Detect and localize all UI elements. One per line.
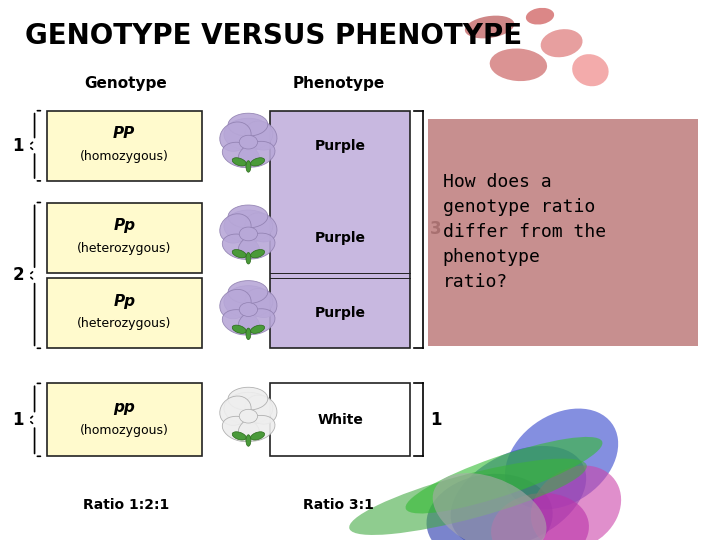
Text: 1: 1 bbox=[12, 411, 24, 429]
Circle shape bbox=[239, 227, 258, 241]
Text: 1: 1 bbox=[430, 411, 441, 429]
Text: Phenotype: Phenotype bbox=[292, 76, 384, 91]
Ellipse shape bbox=[245, 213, 277, 242]
Ellipse shape bbox=[526, 8, 554, 24]
Ellipse shape bbox=[228, 281, 268, 303]
Text: Genotype: Genotype bbox=[85, 76, 167, 91]
Ellipse shape bbox=[251, 432, 264, 440]
Ellipse shape bbox=[233, 158, 246, 166]
Ellipse shape bbox=[238, 233, 275, 259]
Text: Ratio 1:2:1: Ratio 1:2:1 bbox=[83, 498, 169, 512]
Ellipse shape bbox=[228, 205, 268, 228]
Ellipse shape bbox=[233, 325, 246, 333]
Text: White: White bbox=[318, 413, 363, 427]
Ellipse shape bbox=[246, 161, 251, 172]
Text: Purple: Purple bbox=[315, 306, 366, 320]
Ellipse shape bbox=[222, 234, 259, 259]
Ellipse shape bbox=[490, 48, 547, 82]
Ellipse shape bbox=[349, 458, 587, 535]
Text: 2: 2 bbox=[12, 266, 24, 285]
Circle shape bbox=[239, 135, 258, 149]
Ellipse shape bbox=[540, 30, 583, 57]
FancyBboxPatch shape bbox=[270, 383, 410, 456]
FancyBboxPatch shape bbox=[47, 202, 202, 273]
Text: PP: PP bbox=[113, 126, 135, 141]
Text: How does a
genotype ratio
differ from the
phenotype
ratio?: How does a genotype ratio differ from th… bbox=[443, 173, 606, 291]
Ellipse shape bbox=[224, 118, 273, 150]
FancyBboxPatch shape bbox=[270, 111, 410, 348]
Ellipse shape bbox=[464, 16, 515, 38]
FancyBboxPatch shape bbox=[47, 383, 202, 456]
Ellipse shape bbox=[228, 387, 268, 410]
FancyBboxPatch shape bbox=[47, 111, 202, 181]
Text: (heterozygous): (heterozygous) bbox=[77, 318, 171, 330]
Ellipse shape bbox=[238, 415, 275, 441]
Ellipse shape bbox=[233, 432, 246, 440]
Text: Pp: Pp bbox=[113, 294, 135, 309]
Text: Purple: Purple bbox=[315, 139, 366, 153]
Ellipse shape bbox=[222, 309, 259, 335]
Ellipse shape bbox=[224, 286, 273, 318]
Ellipse shape bbox=[505, 409, 618, 509]
FancyBboxPatch shape bbox=[428, 119, 698, 346]
Text: 3: 3 bbox=[430, 220, 441, 239]
Ellipse shape bbox=[531, 465, 621, 540]
Ellipse shape bbox=[491, 493, 589, 540]
Circle shape bbox=[239, 409, 258, 423]
Ellipse shape bbox=[220, 289, 251, 319]
Text: GENOTYPE VERSUS PHENOTYPE: GENOTYPE VERSUS PHENOTYPE bbox=[25, 22, 522, 50]
Ellipse shape bbox=[433, 473, 546, 540]
Ellipse shape bbox=[233, 249, 246, 258]
Text: 1: 1 bbox=[12, 137, 24, 155]
Ellipse shape bbox=[246, 253, 251, 264]
Ellipse shape bbox=[238, 309, 275, 334]
Ellipse shape bbox=[220, 396, 251, 426]
Ellipse shape bbox=[251, 249, 264, 258]
Ellipse shape bbox=[222, 142, 259, 167]
Ellipse shape bbox=[220, 122, 251, 151]
FancyBboxPatch shape bbox=[47, 278, 202, 348]
Ellipse shape bbox=[246, 328, 251, 340]
Ellipse shape bbox=[451, 446, 586, 540]
Ellipse shape bbox=[228, 113, 268, 136]
Ellipse shape bbox=[224, 210, 273, 242]
Ellipse shape bbox=[572, 55, 609, 86]
Ellipse shape bbox=[251, 158, 264, 166]
Ellipse shape bbox=[220, 214, 251, 243]
Text: (homozygous): (homozygous) bbox=[80, 424, 168, 437]
Ellipse shape bbox=[224, 392, 273, 424]
Ellipse shape bbox=[245, 395, 277, 424]
Text: (heterozygous): (heterozygous) bbox=[77, 242, 171, 255]
Text: Pp: Pp bbox=[113, 218, 135, 233]
Text: (homozygous): (homozygous) bbox=[80, 150, 168, 163]
Ellipse shape bbox=[405, 437, 603, 514]
Text: Purple: Purple bbox=[315, 231, 366, 245]
Ellipse shape bbox=[222, 416, 259, 442]
Ellipse shape bbox=[245, 288, 277, 318]
Ellipse shape bbox=[251, 325, 264, 333]
Circle shape bbox=[239, 302, 258, 316]
Ellipse shape bbox=[246, 435, 251, 446]
Text: Ratio 3:1: Ratio 3:1 bbox=[303, 498, 374, 512]
Ellipse shape bbox=[238, 141, 275, 167]
Ellipse shape bbox=[245, 121, 277, 150]
Text: pp: pp bbox=[113, 401, 135, 415]
Ellipse shape bbox=[426, 474, 553, 540]
